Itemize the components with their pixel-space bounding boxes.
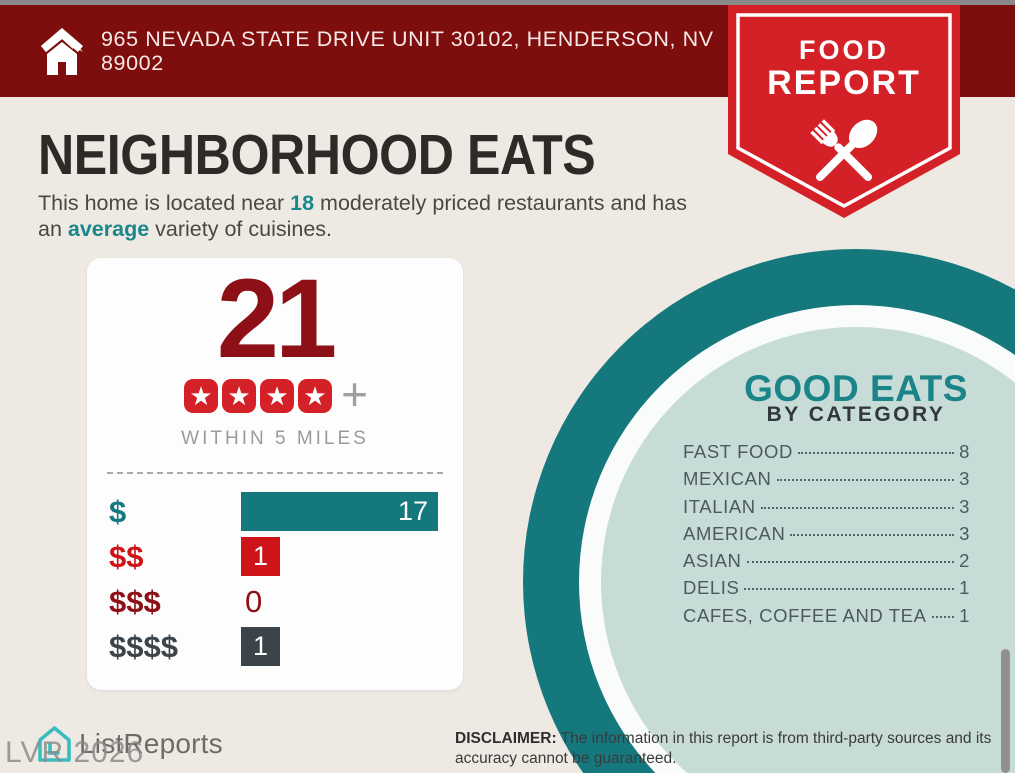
star-rating: ★ ★ ★ ★ + xyxy=(87,368,463,421)
dotted-leader xyxy=(744,588,955,591)
price-tier-bar-chart: $17 $$ 1 $$$ 0 $$$$ 1 xyxy=(109,492,463,667)
category-count: 1 xyxy=(959,604,970,626)
variety-highlight: average xyxy=(67,217,150,242)
price-tier-label: $ xyxy=(109,493,127,529)
category-count: 2 xyxy=(959,550,970,572)
brand-logo: ListReports xyxy=(36,724,223,764)
restaurant-count: 18 xyxy=(290,191,315,215)
page-subtitle: This home is located near 18 moderately … xyxy=(38,190,710,242)
category-row: AMERICAN 3 xyxy=(683,523,970,550)
category-row: FAST FOOD 8 xyxy=(683,441,970,468)
category-count: 1 xyxy=(959,577,970,599)
category-count: 8 xyxy=(959,441,970,462)
price-tier-value: 1 xyxy=(252,631,269,662)
price-tier-label: $$$ xyxy=(109,583,161,619)
ribbon-title-line1: FOOD xyxy=(799,35,889,65)
category-row: DELIS 1 xyxy=(683,577,970,604)
ribbon-title-line2: REPORT xyxy=(767,64,921,102)
radius-label: WITHIN 5 MILES xyxy=(181,428,369,450)
listreports-house-icon xyxy=(38,726,71,762)
dotted-leader xyxy=(790,533,955,536)
star-icon: ★ xyxy=(298,379,333,414)
category-label: FAST FOOD xyxy=(683,441,793,462)
plus-icon: + xyxy=(341,368,368,421)
category-row: ASIAN 2 xyxy=(683,550,970,577)
category-count: 3 xyxy=(959,495,970,517)
page-title: NEIGHBORHOOD EATS xyxy=(38,123,596,187)
subtitle-pre: This home is located near xyxy=(38,191,291,215)
price-tier-label: $$$$ xyxy=(109,628,178,664)
card-divider xyxy=(107,472,443,475)
category-label: MEXICAN xyxy=(683,468,772,490)
price-tier-row: $$$ 0 xyxy=(109,582,463,621)
property-address: 965 NEVADA STATE DRIVE UNIT 30102, HENDE… xyxy=(101,27,741,75)
price-tier-bar: 17 xyxy=(241,492,438,532)
price-tier-bar: 1 xyxy=(241,627,280,667)
category-row: ITALIAN 3 xyxy=(683,496,970,523)
category-row: CAFES, COFFEE AND TEA 1 xyxy=(683,605,970,632)
star-icon: ★ xyxy=(222,379,257,414)
category-label: CAFES, COFFEE AND TEA xyxy=(683,604,927,626)
star-icon: ★ xyxy=(260,379,295,414)
top-chrome-strip xyxy=(0,0,1015,5)
price-tier-value: 17 xyxy=(397,496,428,527)
category-label: AMERICAN xyxy=(683,522,786,544)
good-eats-title: GOOD EATS xyxy=(744,368,968,409)
price-tier-row: $$ 1 xyxy=(109,537,463,577)
category-count: 3 xyxy=(959,522,970,544)
subtitle-mid: moderately priced restaurants and has an xyxy=(38,191,687,242)
price-tier-value: 1 xyxy=(252,541,269,572)
disclaimer-text: The information in this report is from t… xyxy=(455,730,992,768)
address-line1: 965 NEVADA STATE DRIVE UNIT 30102, HENDE… xyxy=(101,27,714,51)
price-tier-label: $$ xyxy=(109,538,144,574)
spoon-fork-icon xyxy=(810,119,878,182)
price-tier-value: 0 xyxy=(245,583,263,619)
star-icon: ★ xyxy=(184,379,219,414)
summary-card: 21 ★ ★ ★ ★ + WITHIN 5 MILES $17 $$ 1 $$$ 0 $$$$ 1 xyxy=(87,258,463,690)
dotted-leader xyxy=(760,506,955,509)
home-icon xyxy=(41,28,83,75)
category-label: DELIS xyxy=(683,577,740,599)
disclaimer: DISCLAIMER: The information in this repo… xyxy=(455,729,993,770)
price-tier-row: $17 xyxy=(109,492,463,532)
price-tier-bar: 1 xyxy=(241,537,280,577)
category-label: ASIAN xyxy=(683,550,742,572)
dotted-leader xyxy=(931,615,955,618)
ribbon-title: FOOD REPORT xyxy=(728,35,960,103)
scrollbar-thumb[interactable] xyxy=(1001,649,1010,773)
dotted-leader xyxy=(746,561,955,564)
dotted-leader xyxy=(776,479,955,482)
watermark: LVR 2026 xyxy=(5,736,145,769)
address-line2: 89002 xyxy=(101,51,164,76)
subtitle-post: variety of cuisines. xyxy=(149,217,333,242)
dotted-leader xyxy=(797,452,955,454)
brand-name: ListReports xyxy=(79,728,223,759)
ribbon-shape xyxy=(728,5,960,218)
category-count: 3 xyxy=(959,468,970,490)
category-row: MEXICAN 3 xyxy=(683,468,970,495)
good-eats-subtitle: BY CATEGORY xyxy=(766,403,946,426)
food-report-ribbon: FOOD REPORT xyxy=(728,5,960,219)
disclaimer-label: DISCLAIMER: xyxy=(455,730,557,747)
price-tier-row: $$$$ 1 xyxy=(109,627,463,667)
category-list: FAST FOOD 8 MEXICAN 3 ITALIAN 3 AMERICAN 3 ASIAN… xyxy=(683,441,970,632)
category-label: ITALIAN xyxy=(683,495,756,517)
total-restaurant-count: 21 xyxy=(216,256,338,381)
